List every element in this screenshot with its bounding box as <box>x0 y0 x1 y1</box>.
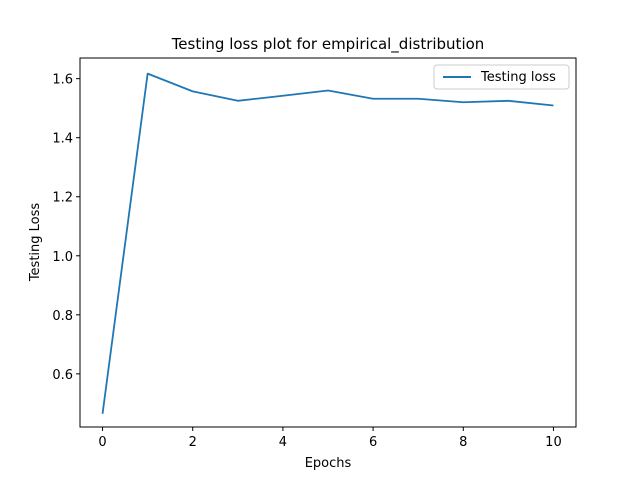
legend-series-label: Testing loss <box>480 70 556 85</box>
x-tick-label: 6 <box>369 435 377 450</box>
x-tick-label: 4 <box>279 435 287 450</box>
chart-title: Testing loss plot for empirical_distribu… <box>171 35 485 54</box>
y-axis-label: Testing Loss <box>28 203 43 283</box>
y-tick-label: 0.6 <box>52 368 73 383</box>
axes-frame <box>79 57 577 428</box>
x-axis-ticks: 0 2 4 6 8 10 <box>98 427 562 450</box>
legend: Testing loss <box>433 64 570 90</box>
x-tick-label: 8 <box>459 435 467 450</box>
plot-area <box>101 72 554 414</box>
legend-box <box>433 64 570 90</box>
x-tick-label: 2 <box>189 435 197 450</box>
x-tick-label: 10 <box>545 435 562 450</box>
y-tick-label: 1.4 <box>52 132 73 147</box>
y-axis-ticks: 0.6 0.8 1.0 1.2 1.4 1.6 <box>52 73 80 383</box>
y-tick-label: 1.2 <box>52 191 73 206</box>
x-tick-label: 0 <box>98 435 106 450</box>
x-axis-label: Epochs <box>305 456 352 471</box>
y-tick-label: 1.0 <box>52 250 73 265</box>
y-tick-label: 0.8 <box>52 309 73 324</box>
y-tick-label: 1.6 <box>52 73 73 88</box>
